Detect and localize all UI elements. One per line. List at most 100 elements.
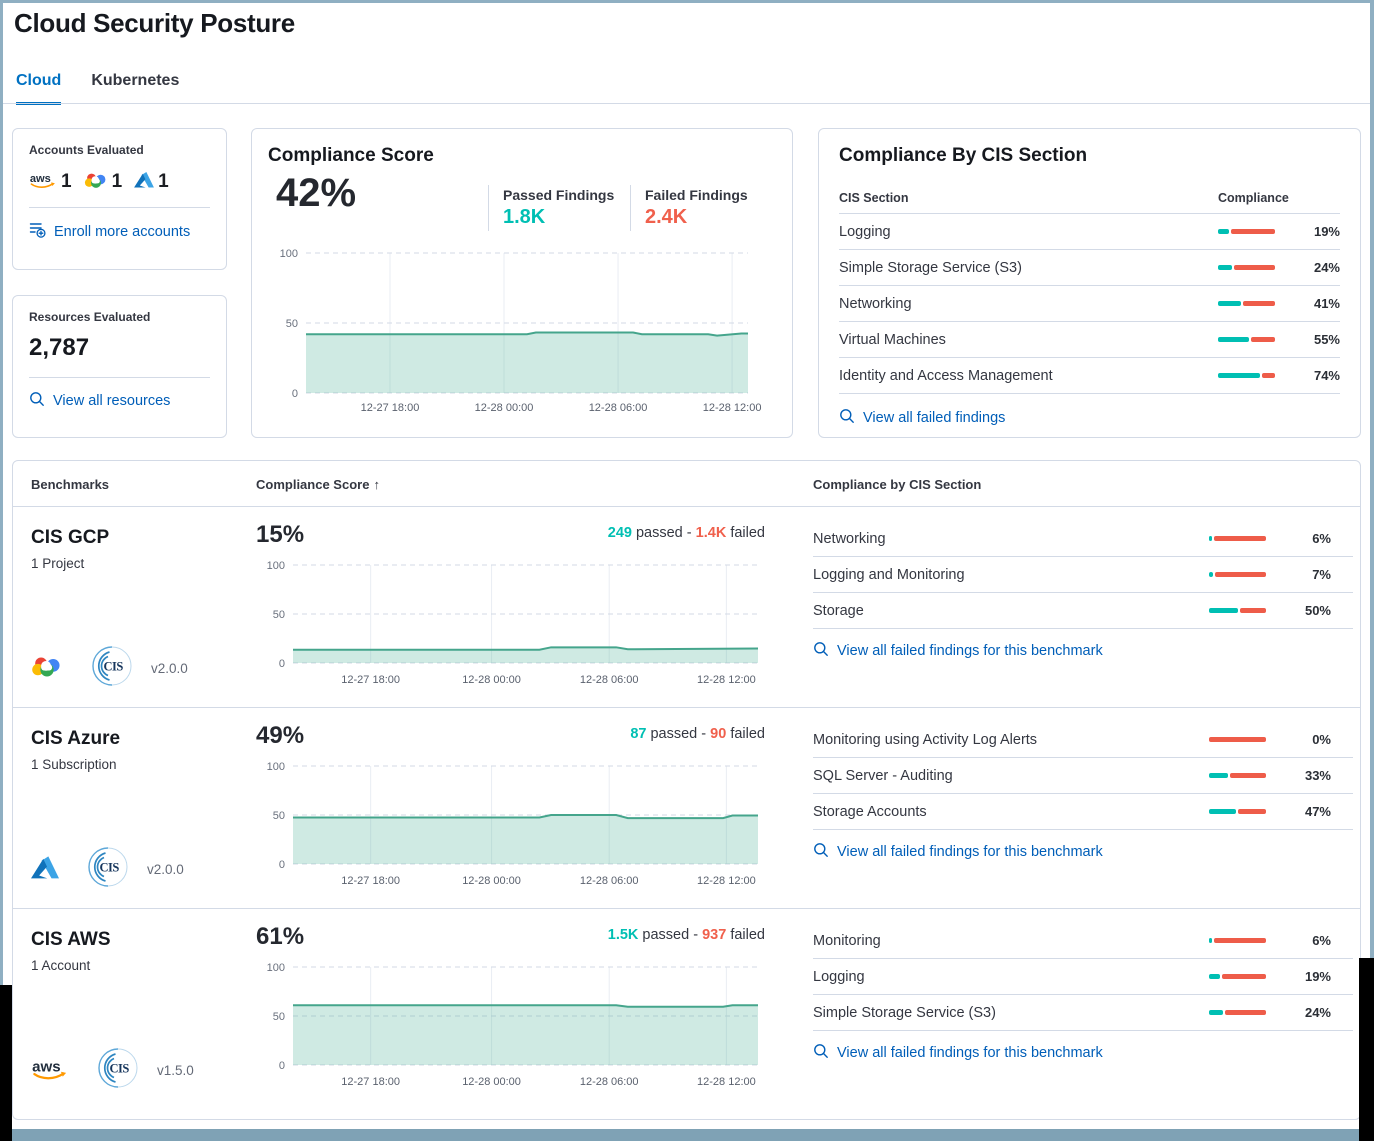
aws-account: aws 1 [29,171,72,194]
svg-text:aws: aws [30,173,51,185]
svg-text:12-27 18:00: 12-27 18:00 [341,875,400,887]
svg-text:12-27 18:00: 12-27 18:00 [341,674,400,686]
compliance-score-value: 42% [276,171,357,215]
list-item: Logging 19% [813,959,1353,995]
svg-text:CIS: CIS [110,1062,130,1076]
enroll-more-accounts-label: Enroll more accounts [54,223,191,240]
gcp-logo-icon [84,171,108,194]
benchmark-version: v2.0.0 [151,661,188,676]
cis-section-name: Virtual Machines [839,331,946,348]
table-row: Virtual Machines 55% [839,321,1340,357]
screen-background-bottom-right [1359,958,1374,1141]
resources-count: 2,787 [29,334,90,361]
list-item: Monitoring using Activity Log Alerts 0% [813,722,1353,758]
cis-section-name: Networking [839,295,912,312]
search-icon [813,1043,829,1063]
svg-text:50: 50 [273,1011,285,1023]
svg-text:100: 100 [267,560,285,572]
compliance-percent: 19% [1304,969,1331,984]
svg-text:12-28 00:00: 12-28 00:00 [462,674,521,686]
view-failed-findings-benchmark-label: View all failed findings for this benchm… [837,1045,1103,1061]
search-icon [29,391,45,411]
benchmark-version: v1.5.0 [157,1063,194,1078]
benchmark-name: CIS GCP [31,527,110,548]
compliance-distribution-bar [1209,1010,1266,1015]
passed-findings-value: 1.8K [503,206,546,228]
enroll-accounts-icon [29,221,46,242]
view-all-resources-link[interactable]: View all resources [29,391,210,411]
accounts-evaluated-card: Accounts Evaluated aws 1 1 1 Enroll more… [12,128,227,270]
benchmark-score-value: 49% [256,722,305,749]
passed-findings: Passed Findings 1.8K [488,185,630,231]
benchmark-score-value: 15% [256,521,305,548]
compliance-percent: 7% [1312,567,1331,582]
benchmark-rows: CIS GCP 1 Project CIS v2.0.0 15% 249 pas… [13,506,1360,1109]
resources-evaluated-card: Resources Evaluated 2,787 View all resou… [12,295,227,438]
cis-section-name: Monitoring using Activity Log Alerts [813,731,1038,748]
failed-findings-value: 2.4K [645,206,688,228]
compliance-score-title: Compliance Score [268,145,434,166]
resources-evaluated-title: Resources Evaluated [29,310,151,324]
benchmark-info: CIS Azure 1 Subscription CIS v2.0.0 [31,728,249,890]
azure-account: 1 [134,171,169,193]
svg-text:aws: aws [32,1058,61,1075]
benchmark-info: CIS GCP 1 Project CIS v2.0.0 [31,527,249,689]
cis-logo-icon: CIS [95,1045,141,1096]
compliance-percent: 50% [1304,603,1331,618]
compliance-percent: 74% [1313,368,1340,383]
compliance-distribution-bar [1209,974,1266,979]
passed-findings-label: Passed Findings [503,187,615,203]
findings-summary: Passed Findings 1.8K Failed Findings 2.4… [488,185,772,231]
table-row: Identity and Access Management 74% [839,357,1340,393]
benchmark-scope: 1 Account [31,958,91,973]
compliance-percent: 47% [1304,804,1331,819]
compliance-distribution-bar [1218,229,1275,234]
benchmark-trend-chart: 100 50 0 12-27 18:00 12-28 00:00 12-28 06:00 1… [256,959,768,1089]
azure-account-count: 1 [158,171,169,192]
benchmark-version: v2.0.0 [147,862,184,877]
benchmark-cis-sections: Monitoring 6% Logging 19% [813,923,1353,1063]
benchmark-info: CIS AWS 1 Account aws CIS v1.5.0 [31,929,249,1091]
benchmark-trend-chart: 100 50 0 12-27 18:00 12-28 00:00 12-28 06:00 1… [256,758,768,888]
cis-section-name: Simple Storage Service (S3) [839,259,1022,276]
cis-section-name: Storage Accounts [813,803,927,820]
compliance-distribution-bar [1209,773,1266,778]
view-failed-findings-benchmark-link[interactable]: View all failed findings for this benchm… [813,641,1353,661]
cis-section-name: Logging [839,223,891,240]
screen-background-bottom-left [0,985,12,1141]
compliance-by-cis-section-column-header: Compliance by CIS Section [813,477,982,492]
compliance-by-cis-section-card: Compliance By CIS Section CIS Section Co… [818,128,1361,438]
benchmark-row-cis-azure: CIS Azure 1 Subscription CIS v2.0.0 49% … [13,707,1360,908]
compliance-score-column-header[interactable]: Compliance Score ↑ [256,477,380,492]
view-failed-findings-benchmark-link[interactable]: View all failed findings for this benchm… [813,842,1353,862]
view-all-failed-findings-link[interactable]: View all failed findings [839,408,1340,428]
list-item: Storage 50% [813,593,1353,629]
window-frame-bottom [12,1129,1359,1141]
azure-logo-icon [31,855,59,884]
svg-text:12-27 18:00: 12-27 18:00 [341,1076,400,1088]
benchmark-score-block: 15% 249 passed - 1.4K failed 100 50 0 12-27… [256,521,771,699]
compliance-percent: 6% [1312,531,1331,546]
view-failed-findings-benchmark-link[interactable]: View all failed findings for this benchm… [813,1043,1353,1063]
enroll-more-accounts-link[interactable]: Enroll more accounts [29,221,210,242]
compliance-distribution-bar [1218,265,1275,270]
benchmark-scope: 1 Project [31,556,85,571]
cis-section-name: Storage [813,602,864,619]
tab-kubernetes[interactable]: Kubernetes [91,72,180,89]
svg-text:0: 0 [279,1060,285,1072]
compliance-percent: 0% [1312,732,1331,747]
svg-text:0: 0 [292,388,298,400]
tab-cloud[interactable]: Cloud [16,72,62,105]
passed-failed-summary: 249 passed - 1.4K failed [607,525,765,541]
view-failed-findings-benchmark-label: View all failed findings for this benchm… [837,844,1103,860]
card-divider [29,207,210,208]
failed-findings: Failed Findings 2.4K [630,185,772,231]
svg-text:12-28 00:00: 12-28 00:00 [462,1076,521,1088]
svg-text:50: 50 [286,318,298,330]
aws-account-count: 1 [61,171,72,192]
benchmark-cis-sections: Networking 6% Logging and Monitoring 7% [813,521,1353,661]
svg-text:12-28 06:00: 12-28 06:00 [580,674,639,686]
azure-logo-icon [134,171,155,193]
view-all-failed-findings-label: View all failed findings [863,410,1006,426]
table-row: Logging 19% [839,213,1340,249]
